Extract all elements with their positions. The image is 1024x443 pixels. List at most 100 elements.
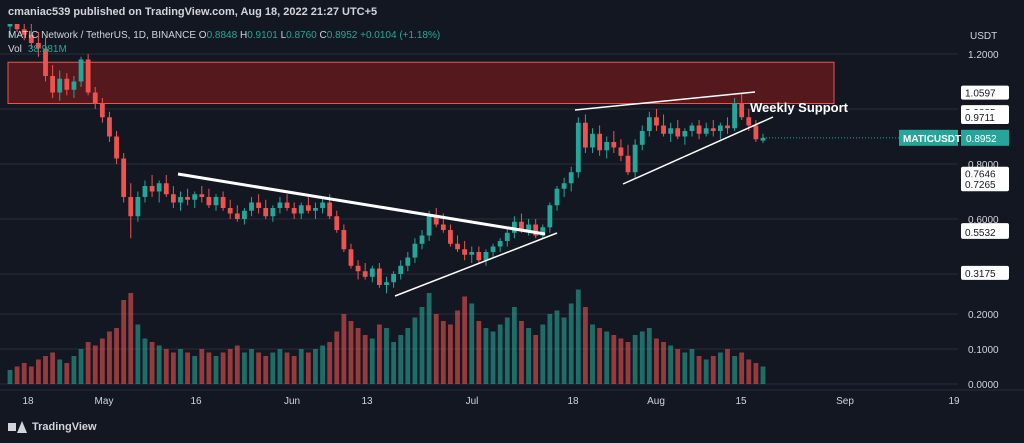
x-tick-label: May	[95, 396, 114, 407]
volume-bar	[618, 338, 624, 384]
candle-body	[249, 202, 254, 211]
volume-bar	[391, 342, 397, 384]
volume-bar	[213, 356, 219, 384]
x-tick-label: Sep	[836, 396, 854, 407]
trendline-rising	[394, 232, 558, 297]
volume-bar	[753, 363, 759, 384]
volume-bar	[568, 303, 574, 384]
volume-bar	[156, 345, 162, 384]
volume-bar	[99, 338, 105, 384]
x-tick-label: 16	[190, 396, 202, 407]
volume-bar	[412, 317, 418, 384]
volume-bar	[490, 331, 496, 384]
volume-bar	[242, 352, 247, 384]
trendline-falling	[177, 172, 546, 236]
candle-body	[668, 128, 674, 134]
y-tick-label: 0.6000	[968, 215, 999, 226]
candle-body	[348, 249, 354, 266]
candle-body	[504, 232, 510, 241]
volume-bar	[604, 331, 610, 384]
volume-bar	[85, 342, 91, 384]
volume-bar	[632, 335, 638, 384]
volume-bar	[689, 349, 695, 384]
candle-body	[575, 122, 581, 173]
current-symbol-label: MATICUSDT	[903, 134, 961, 145]
candle-body	[732, 103, 737, 129]
candle-body	[760, 137, 766, 141]
candle-body	[462, 249, 468, 255]
candle-body	[490, 246, 496, 252]
volume-bar	[519, 321, 524, 384]
volume-bar	[199, 349, 205, 384]
candle-body	[739, 103, 745, 118]
candle-body	[64, 78, 70, 90]
y-tick-label: 0.8000	[968, 160, 999, 171]
volume-bar	[227, 349, 233, 384]
candle-body	[590, 133, 595, 148]
trendline-lower	[622, 116, 774, 185]
candle-body	[682, 131, 688, 137]
volume-bar	[583, 307, 588, 384]
volume-bar	[448, 324, 453, 384]
volume-bar	[710, 356, 716, 384]
candle-body	[639, 131, 645, 145]
x-tick-label: 18	[22, 396, 34, 407]
candle-body	[632, 144, 638, 173]
candle-body	[313, 208, 318, 211]
candle-body	[703, 128, 709, 134]
volume-bar	[703, 359, 709, 384]
candle-body	[625, 155, 631, 173]
candle-body	[227, 208, 233, 214]
current-symbol-tag	[899, 129, 958, 146]
price-chart[interactable]: Weekly SupportUSDT1.20001.00000.80000.60…	[0, 24, 1024, 414]
candle-body	[710, 128, 716, 131]
price-tag-label: 1.0597	[965, 89, 996, 100]
price-tag	[961, 224, 1009, 239]
volume-bar	[511, 307, 517, 384]
volume-bar	[135, 324, 141, 384]
resistance-zone	[7, 61, 835, 104]
candle-body	[298, 205, 304, 214]
axis-currency: USDT	[970, 31, 997, 42]
candle-body	[242, 210, 247, 219]
candle-body	[170, 194, 176, 203]
candle-body	[391, 274, 397, 283]
volume-bar	[433, 314, 439, 384]
candle-body	[483, 252, 489, 261]
price-tag	[961, 265, 1009, 280]
tradingview-logo[interactable]: TradingView	[8, 421, 97, 433]
candle-body	[85, 59, 91, 93]
volume-bar	[178, 349, 183, 384]
candle-body	[163, 183, 169, 195]
volume-bar	[746, 359, 752, 384]
candle-body	[14, 24, 20, 30]
candle-body	[92, 92, 98, 104]
x-tick-label: 13	[361, 396, 373, 407]
candle-body	[433, 216, 439, 225]
y-tick-label: 1.2000	[968, 50, 999, 61]
x-tick-label: Aug	[647, 396, 665, 407]
volume-bar	[284, 352, 290, 384]
volume-bar	[440, 321, 446, 384]
candle-body	[192, 194, 198, 200]
volume-bar	[732, 356, 737, 384]
volume-bar	[142, 338, 148, 384]
volume-bar	[64, 363, 70, 384]
volume-bar	[611, 335, 617, 384]
current-price-tag	[961, 129, 1009, 146]
volume-bar	[185, 352, 190, 384]
price-tag	[961, 85, 1009, 100]
candle-body	[717, 125, 723, 131]
candle-body	[57, 78, 63, 93]
volume-bar	[327, 342, 333, 384]
volume-bar	[646, 328, 652, 384]
candle-body	[128, 197, 134, 217]
candle-body	[554, 188, 560, 206]
volume-bar	[355, 328, 361, 384]
volume-bar	[71, 356, 77, 384]
volume-bar	[7, 370, 13, 384]
candle-body	[689, 125, 695, 131]
volume-bar	[554, 310, 560, 384]
low-label: L	[280, 30, 287, 41]
tradingview-logo-icon	[8, 421, 27, 433]
